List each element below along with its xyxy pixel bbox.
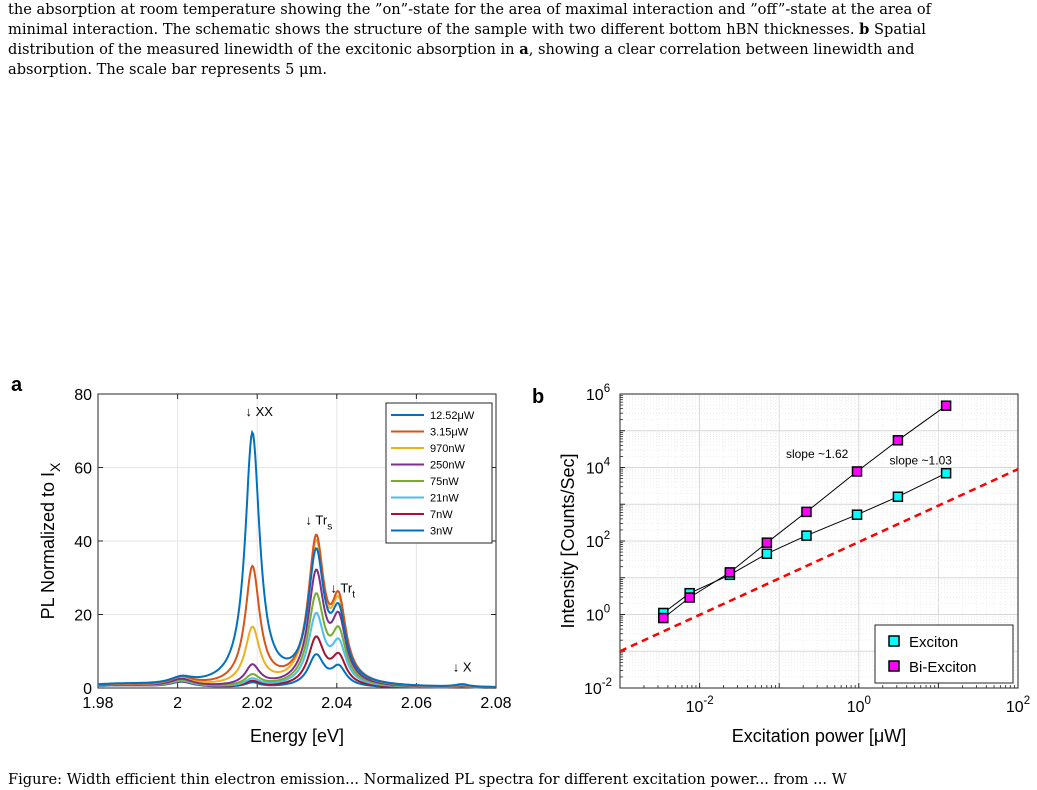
panel-b-reference-line (619, 468, 1019, 653)
caption-line-1: the absorption at room temperature showi… (8, 1, 932, 18)
panel-b-xtick-label: 102 (1006, 695, 1030, 716)
panel-b-ylabel: Intensity [Counts/Sec] (558, 453, 578, 628)
panel-b-legend-box (874, 624, 1014, 684)
panel-b-data-point (892, 491, 904, 502)
panel-a-legend-label: 3.15μW (430, 427, 469, 439)
panel-a-xtick-label: 2.04 (321, 695, 352, 712)
panel-a-ytick-label: 0 (83, 681, 92, 698)
panel-b-data-point (801, 530, 812, 541)
panel-a-ytick-label: 20 (74, 608, 92, 625)
panel-b-data-point (940, 467, 952, 479)
panel-a-xtick-label: 2.08 (480, 695, 511, 712)
panel-b-xlabel: Excitation power [μW] (732, 726, 906, 746)
panel-b-data-point (724, 567, 736, 578)
panel-a-ytick-label: 60 (74, 461, 92, 478)
panel-a-series-line (97, 429, 496, 688)
panel-b-ytick-label: 104 (586, 457, 611, 478)
panel-b-data-point (684, 592, 695, 603)
caption-bold-b: b (859, 21, 870, 38)
caption-line-2: minimal interaction. The schematic shows… (8, 20, 1030, 40)
panel-a-peak-annotation: ↓ Trs (306, 512, 333, 532)
panel-b-axes-box (619, 393, 1019, 689)
panel-b-xtick-label: 10-2 (686, 695, 714, 716)
panel-b-data-point (761, 548, 773, 559)
panel-a-legend-label: 75nW (430, 476, 459, 488)
panel-a-ytick-label: 40 (74, 534, 92, 551)
caption-line-3-post: , showing a clear correlation between li… (528, 41, 915, 58)
panel-b-data-point (892, 435, 904, 446)
panel-a-legend-label: 7nW (430, 509, 453, 521)
caption-line-3: distribution of the measured linewidth o… (8, 40, 1030, 60)
panel-b-ytick-label: 10-2 (584, 677, 612, 698)
panel-a-legend-label: 3nW (430, 526, 453, 538)
panel-b-data-point (658, 612, 669, 624)
figure-footer-caption: Figure: Width efficient thin electron em… (8, 771, 847, 788)
panel-a-xtick-label: 2.06 (401, 695, 432, 712)
panel-b-ytick-label: 102 (586, 530, 610, 551)
panel-a-xtick-label: 2.02 (242, 695, 273, 712)
panel-a-peak-annotation: ↓ XX (245, 404, 273, 419)
panel-b-data-point (940, 400, 952, 411)
panel-b-series-line (662, 405, 947, 619)
caption-line-4: absorption. The scale bar represents 5 μ… (8, 61, 327, 78)
panel-a-xtick-label: 1.98 (82, 695, 113, 712)
figure-caption: the absorption at room temperature showi… (8, 0, 1030, 80)
panel-a-legend-label: 250nW (430, 460, 465, 472)
panel-a-ytick-label: 80 (74, 387, 92, 404)
panel-b-data-point (801, 506, 812, 518)
panel-b-legend-label: Bi-Exciton (909, 659, 977, 676)
panel-b-series-line (663, 472, 947, 614)
panel-b-ytick-label: 100 (586, 604, 610, 625)
panel-a-legend-label: 21nW (430, 493, 459, 505)
caption-line-2-text: minimal interaction. The schematic shows… (8, 21, 855, 38)
panel-b-data-point (851, 466, 863, 477)
caption-bold-a: a (519, 41, 529, 58)
panel-b-data-point (851, 509, 863, 520)
panel-label-b: b (532, 386, 544, 408)
panel-b-slope-annotation: slope ~1.62 (786, 447, 849, 461)
panel-b-legend-swatch (888, 660, 900, 672)
panel-a-legend-box (385, 402, 493, 544)
panel-a-ylabel: PL Normalized to IX (38, 462, 63, 619)
panel-a-xtick-label: 2 (173, 695, 182, 712)
panel-a-legend-label: 12.52μW (430, 410, 475, 422)
panel-b-slope-annotation: slope ~1.03 (890, 454, 953, 468)
panel-b-legend-label: Exciton (909, 634, 958, 651)
panel-b-legend-swatch (888, 635, 900, 647)
panel-a-peak-annotation: ↓ Trt (331, 580, 356, 600)
panel-a-xlabel: Energy [eV] (250, 726, 344, 746)
panel-a-axes-box (97, 393, 497, 689)
panel-a-peak-annotation: ↓ X (453, 659, 472, 674)
panel-label-a: a (11, 374, 23, 396)
panel-b-xtick-label: 100 (847, 695, 871, 716)
panel-b-ytick-label: 106 (586, 383, 610, 404)
panel-a-legend-label: 970nW (430, 443, 465, 455)
panel-b-data-point (761, 537, 773, 548)
caption-line-3-pre: distribution of the measured linewidth o… (8, 41, 515, 58)
caption-line-2-tail: Spatial (874, 21, 926, 38)
